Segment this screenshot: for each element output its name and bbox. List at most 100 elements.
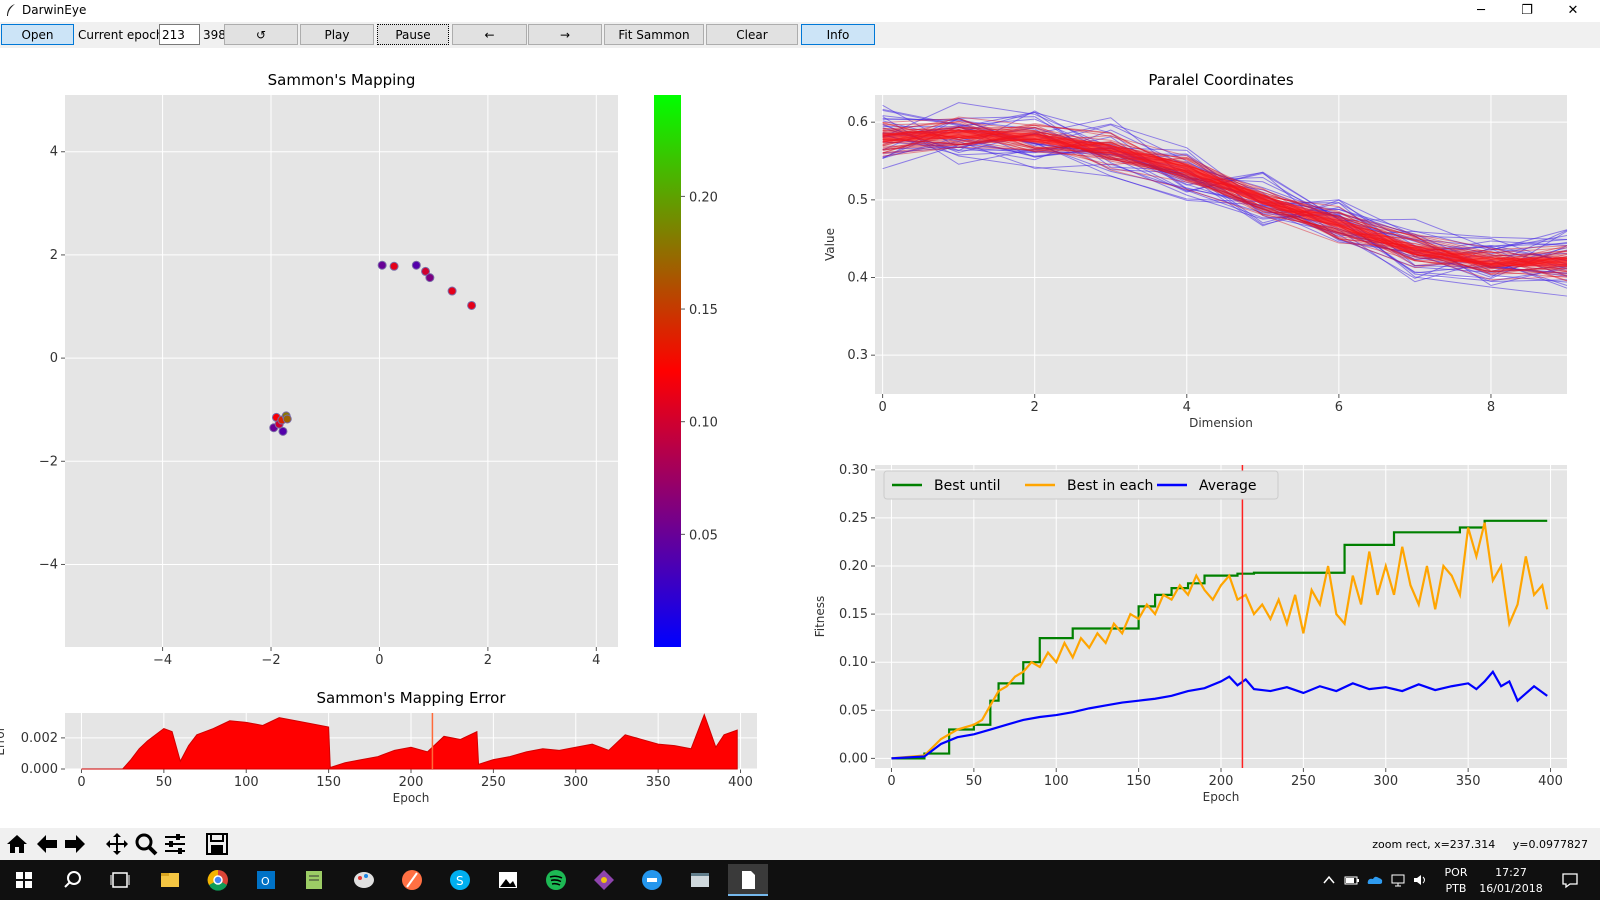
fitness-y-tick-label: 0.10 [839, 655, 868, 670]
parallel-dense-band [882, 129, 1567, 267]
sammon-x-tick-label: 4 [592, 653, 600, 668]
fitness-y-tick-label: 0.05 [839, 703, 868, 718]
app-toolbar: Open Current epoch: 398 ↺ Play Pause ← →… [0, 22, 1600, 63]
legend-label: Average [1199, 478, 1257, 494]
sammon-point [278, 426, 288, 436]
parallel-lines [882, 102, 1568, 297]
fitness-x-tick-label: 50 [966, 774, 983, 789]
fitness-legend [883, 470, 1279, 500]
sammon-x-tick-label: 0 [375, 653, 383, 668]
parallel-line [882, 126, 1568, 268]
parallel-x-axis-label: Dimension [1189, 416, 1253, 430]
keyboard-layout[interactable]: PTB [1445, 882, 1467, 895]
fit-sammon-data-button[interactable]: Fit Sammon Data [604, 24, 704, 63]
colorbar [654, 95, 681, 647]
volume-icon[interactable] [1412, 872, 1430, 888]
fitness-x-axis-label: Epoch [1203, 790, 1240, 804]
network-icon[interactable] [1390, 872, 1408, 888]
previous-button[interactable]: ← [452, 24, 527, 45]
svg-text:O: O [261, 875, 270, 888]
pan-icon[interactable] [104, 831, 130, 857]
sammon-point [467, 300, 477, 310]
sammon_error-x-tick-label: 400 [728, 775, 753, 790]
parallel-line [882, 112, 1568, 277]
fitness-x-tick-label: 150 [1126, 774, 1151, 789]
fitness-x-tick-label: 100 [1044, 774, 1069, 789]
onedrive-icon[interactable] [1366, 872, 1384, 888]
parallel-x-tick-label: 6 [1335, 400, 1343, 415]
parallel-title: Paralel Coordinates [1148, 71, 1293, 89]
forward-icon[interactable] [62, 831, 88, 857]
sammon-y-tick-label: 0 [50, 351, 58, 366]
sammon-plot-area [65, 95, 618, 647]
save-icon[interactable] [204, 831, 230, 857]
pause-button[interactable]: Pause [377, 24, 449, 45]
git-client-icon[interactable] [584, 864, 624, 896]
fitness-x-tick-label: 200 [1209, 774, 1234, 789]
sammon_error-x-axis-label: Epoch [393, 791, 430, 805]
fitness-y-tick-label: 0.30 [839, 463, 868, 478]
photos-icon[interactable] [488, 864, 528, 896]
sammon_error-x-tick-label: 250 [481, 775, 506, 790]
fitness-y-tick-label: 0.25 [839, 511, 868, 526]
title-bar: DarwinEye ─ ❐ ✕ [0, 0, 1600, 22]
window-title: DarwinEye [22, 3, 87, 17]
battery-icon[interactable] [1344, 872, 1360, 888]
play-button[interactable]: Play [300, 24, 374, 45]
spotify-icon[interactable] [536, 864, 576, 896]
chrome-icon[interactable] [198, 864, 238, 896]
legend-label: Best until [934, 478, 1000, 494]
clock-time[interactable]: 17:27 [1495, 866, 1527, 879]
sammon-point [447, 286, 457, 296]
sammon-point [421, 266, 431, 276]
parallel-line [882, 136, 1568, 270]
home-icon[interactable] [4, 831, 30, 857]
next-button[interactable]: → [528, 24, 602, 45]
skype-icon[interactable]: S [440, 864, 480, 896]
parallel-x-tick-label: 4 [1183, 400, 1191, 415]
task-view-icon[interactable] [100, 864, 140, 896]
show-hidden-icons-icon[interactable] [1322, 872, 1336, 888]
windows-taskbar: O S POR PTB 17:27 16/01/2018 [0, 860, 1600, 900]
sammon_error-x-tick-label: 150 [316, 775, 341, 790]
matplotlib-figure[interactable]: −4 −2 0 2 4 −4 −2 0 2 4 Sammon's Mapping 0.05 0.10 0.… [0, 48, 1600, 828]
zoom-icon[interactable] [133, 831, 159, 857]
parallel-line [882, 111, 1568, 279]
notifications-icon[interactable] [1560, 870, 1580, 890]
info-button[interactable]: Info [801, 24, 875, 45]
docker-icon[interactable] [632, 864, 672, 896]
sammon_error-x-tick-label: 100 [234, 775, 259, 790]
paint-icon[interactable] [344, 864, 384, 896]
notepad-plus-icon[interactable] [294, 864, 334, 896]
fitness-x-tick-label: 350 [1456, 774, 1481, 789]
sammon_error-y-tick-label: 0.002 [21, 731, 58, 746]
close-button[interactable]: ✕ [1567, 3, 1579, 18]
current-epoch-input[interactable] [159, 24, 200, 45]
fitness-x-tick-label: 300 [1373, 774, 1398, 789]
colorbar-tick-label: 0.15 [689, 303, 718, 318]
sammon-x-tick-label: 2 [484, 653, 492, 668]
feather-app-icon[interactable] [392, 864, 432, 896]
sammon_error-x-tick-label: 200 [399, 775, 424, 790]
minimize-button[interactable]: ─ [1477, 3, 1485, 18]
clear-highlights-button[interactable]: Clear Highlitghs [706, 24, 798, 63]
sammon_error-x-tick-label: 350 [646, 775, 671, 790]
parallel-x-tick-label: 2 [1031, 400, 1039, 415]
configure-icon[interactable] [162, 831, 188, 857]
open-button[interactable]: Open [1, 24, 74, 45]
darwineye-task-icon[interactable] [728, 864, 768, 896]
windows-start-icon[interactable] [4, 864, 44, 896]
reset-button[interactable]: ↺ [224, 24, 298, 45]
clock-date[interactable]: 16/01/2018 [1479, 882, 1543, 895]
back-icon[interactable] [34, 831, 60, 857]
sammon-y-tick-label: −2 [39, 454, 58, 469]
fitness-y-tick-label: 0.00 [839, 751, 868, 766]
app-feather-icon [4, 3, 18, 17]
window-app-icon[interactable] [680, 864, 720, 896]
search-icon[interactable] [52, 864, 92, 896]
language-code[interactable]: POR [1444, 866, 1468, 879]
outlook-icon[interactable]: O [246, 864, 286, 896]
maximize-button[interactable]: ❐ [1521, 3, 1533, 18]
fitness-series-line [891, 669, 1548, 760]
file-explorer-icon[interactable] [150, 864, 190, 896]
